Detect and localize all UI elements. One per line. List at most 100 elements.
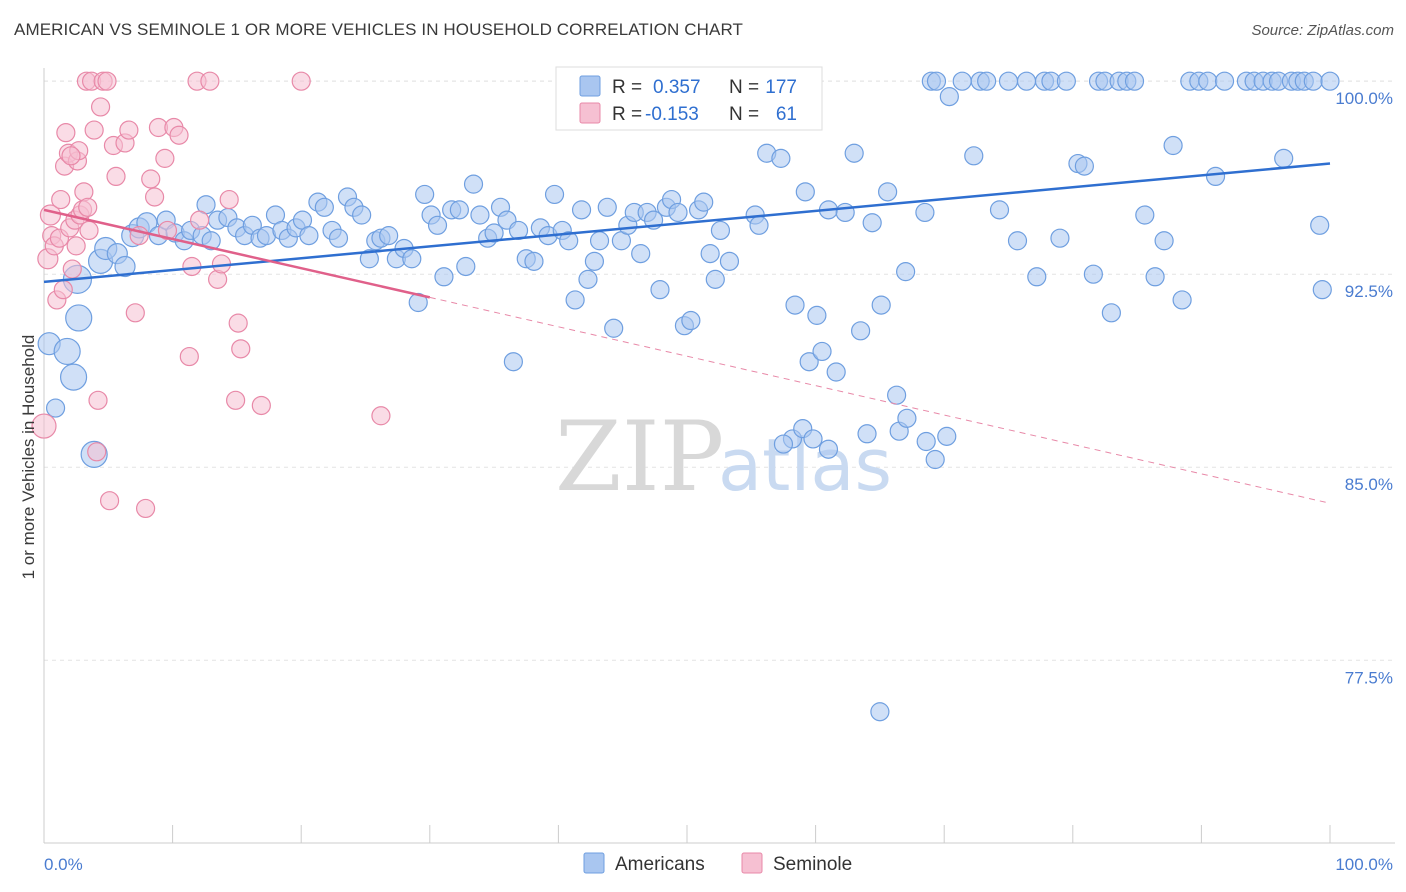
americans-point-121 — [939, 87, 959, 107]
seminole-point-35 — [125, 303, 145, 323]
americans-point-164 — [1320, 71, 1340, 91]
chart-title: AMERICAN VS SEMINOLE 1 OR MORE VEHICLES … — [14, 20, 744, 39]
seminole-point-26 — [88, 390, 108, 410]
seminole-point-25 — [87, 442, 107, 462]
americans-point-77 — [597, 197, 617, 217]
americans-point-109 — [826, 362, 846, 382]
americans-point-55 — [449, 200, 469, 220]
americans-point-123 — [964, 146, 984, 166]
americans-point-129 — [1016, 71, 1037, 91]
americans-point-75 — [584, 251, 605, 271]
y-tick-label-3: 77.5% — [1345, 668, 1393, 687]
americans-point-163 — [1303, 71, 1323, 91]
bottom-legend-americans: Americans — [615, 854, 705, 875]
x-tick-label-min: 0.0% — [44, 855, 83, 874]
seminole-point-7 — [51, 189, 71, 210]
seminole-point-15 — [66, 236, 86, 256]
americans-point-174 — [857, 424, 877, 444]
americans-point-41 — [352, 205, 372, 225]
seminole-point-53 — [226, 390, 246, 410]
americans-point-134 — [1056, 71, 1076, 91]
y-axis-label: 1 or more Vehicles in Household — [19, 335, 38, 580]
tick-labels: 100.0% 92.5% 85.0% 77.5% 0.0% 100.0% — [44, 89, 1393, 874]
americans-point-45 — [379, 226, 399, 246]
americans-point-21 — [201, 231, 221, 251]
americans-point-5 — [65, 304, 93, 332]
watermark-zip: ZIP — [555, 401, 724, 513]
americans-point-143 — [1124, 71, 1145, 91]
seminole-trend-line — [43, 208, 431, 299]
americans-point-92 — [694, 192, 714, 212]
americans-point-93 — [700, 244, 720, 264]
legend-r-value-americans: 0.357 — [653, 77, 701, 98]
americans-point-2 — [53, 337, 81, 366]
americans-point-95 — [710, 220, 731, 241]
americans-point-66 — [524, 251, 544, 271]
x-tick-label-max: 100.0% — [1335, 855, 1393, 874]
seminole-point-13 — [62, 259, 82, 279]
americans-point-177 — [773, 434, 794, 454]
americans-point-148 — [1172, 290, 1192, 310]
americans-point-104 — [795, 182, 815, 202]
americans-point-170 — [925, 449, 945, 470]
seminole-point-22 — [79, 220, 99, 241]
americans-point-72 — [565, 290, 585, 310]
americans-point-34 — [299, 226, 319, 246]
series-americans-points — [37, 71, 1340, 722]
seminole-point-27 — [90, 97, 111, 117]
legend-r-value-seminole: -0.153 — [645, 104, 699, 125]
americans-point-94 — [705, 269, 725, 289]
americans-point-147 — [1163, 135, 1183, 156]
bottom-legend-swatch-americans — [583, 852, 605, 874]
americans-point-71 — [559, 231, 579, 251]
americans-point-146 — [1154, 231, 1174, 251]
americans-point-144 — [1135, 205, 1155, 225]
seminole-point-58 — [371, 406, 391, 426]
legend-n-label-americans: N = — [729, 77, 759, 98]
americans-point-159 — [1274, 148, 1294, 168]
legend-n-value-americans: 177 — [765, 77, 797, 98]
seminole-point-60 — [78, 197, 98, 217]
trend-lines — [43, 162, 1331, 504]
americans-point-74 — [578, 269, 598, 289]
americans-point-111 — [844, 143, 864, 163]
seminole-point-8 — [53, 280, 73, 300]
americans-point-107 — [812, 341, 832, 362]
seminole-point-41 — [155, 148, 175, 168]
americans-point-153 — [1214, 71, 1235, 91]
americans-point-85 — [650, 280, 670, 300]
legend-r-label-seminole: R = — [612, 104, 642, 125]
americans-point-112 — [851, 321, 871, 341]
americans-point-1 — [45, 398, 66, 418]
americans-point-136 — [1074, 156, 1094, 176]
seminole-point-45 — [179, 346, 199, 367]
axes — [43, 68, 1395, 844]
americans-point-175 — [897, 408, 917, 428]
americans-point-118 — [915, 202, 935, 223]
watermark: ZIP atlas — [555, 401, 892, 513]
americans-point-114 — [871, 295, 891, 315]
americans-point-88 — [668, 202, 688, 223]
americans-point-53 — [434, 267, 454, 287]
americans-point-165 — [1310, 215, 1330, 235]
source-label: Source: ZipAtlas.com — [1251, 22, 1394, 39]
seminole-point-52 — [219, 189, 239, 210]
americans-point-48 — [402, 249, 422, 269]
y-tick-label-2: 85.0% — [1345, 475, 1393, 494]
americans-point-116 — [887, 385, 907, 405]
seminole-point-30 — [99, 491, 120, 511]
seminole-point-44 — [169, 125, 189, 145]
americans-point-76 — [589, 231, 610, 251]
series-seminole-points — [31, 71, 391, 519]
americans-point-113 — [862, 213, 882, 233]
legend-r-label-americans: R = — [612, 77, 642, 98]
seminole-point-34 — [119, 120, 139, 140]
americans-point-140 — [1101, 303, 1121, 323]
americans-point-125 — [977, 71, 997, 91]
y-tick-label-0: 100.0% — [1335, 89, 1393, 108]
americans-point-152 — [1205, 166, 1226, 187]
americans-point-36 — [314, 197, 334, 217]
americans-point-52 — [427, 215, 448, 235]
americans-point-10 — [114, 255, 136, 278]
